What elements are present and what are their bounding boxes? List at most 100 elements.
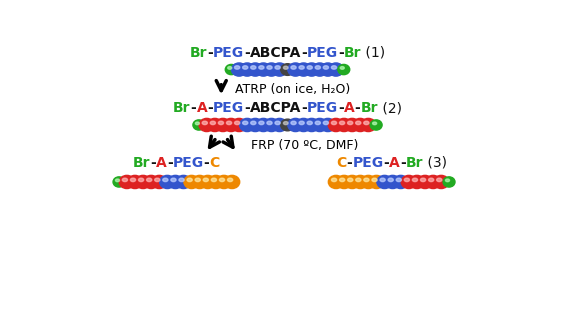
Ellipse shape	[296, 118, 311, 131]
Text: -: -	[150, 156, 156, 170]
Ellipse shape	[425, 175, 441, 188]
Ellipse shape	[240, 118, 255, 131]
Text: PEG: PEG	[352, 156, 383, 170]
Ellipse shape	[353, 175, 368, 188]
Ellipse shape	[211, 178, 217, 182]
Ellipse shape	[195, 122, 199, 125]
Ellipse shape	[168, 175, 183, 188]
Ellipse shape	[119, 175, 135, 188]
Ellipse shape	[312, 118, 328, 131]
Ellipse shape	[323, 66, 329, 69]
Text: -: -	[191, 101, 196, 115]
Ellipse shape	[240, 63, 255, 76]
Ellipse shape	[356, 121, 361, 125]
Ellipse shape	[251, 121, 256, 125]
Ellipse shape	[337, 175, 352, 188]
Text: ABCPA: ABCPA	[250, 46, 301, 60]
Ellipse shape	[184, 175, 199, 188]
Text: A: A	[156, 156, 167, 170]
Ellipse shape	[247, 63, 263, 76]
Text: -: -	[383, 156, 389, 170]
Ellipse shape	[369, 175, 384, 188]
Ellipse shape	[223, 118, 238, 131]
Ellipse shape	[203, 178, 209, 182]
Ellipse shape	[275, 121, 280, 125]
Text: -: -	[244, 101, 250, 115]
Text: PEG: PEG	[173, 156, 204, 170]
Ellipse shape	[396, 178, 402, 182]
Ellipse shape	[364, 178, 369, 182]
Text: ABCPA: ABCPA	[250, 101, 301, 115]
Text: -: -	[167, 156, 173, 170]
Ellipse shape	[218, 121, 224, 125]
Text: Br: Br	[344, 46, 361, 60]
Ellipse shape	[291, 66, 296, 69]
Ellipse shape	[304, 118, 319, 131]
Ellipse shape	[256, 63, 271, 76]
Ellipse shape	[377, 175, 392, 188]
Ellipse shape	[217, 175, 232, 188]
Text: Br: Br	[173, 101, 191, 115]
Ellipse shape	[299, 121, 304, 125]
Ellipse shape	[144, 175, 159, 188]
Ellipse shape	[200, 175, 215, 188]
Ellipse shape	[417, 175, 433, 188]
Text: Br: Br	[133, 156, 150, 170]
Ellipse shape	[429, 178, 434, 182]
Ellipse shape	[280, 119, 295, 131]
Ellipse shape	[226, 64, 237, 75]
Ellipse shape	[176, 175, 191, 188]
Ellipse shape	[232, 118, 247, 131]
Text: ATRP (on ice, H₂O): ATRP (on ice, H₂O)	[235, 83, 351, 96]
Ellipse shape	[348, 178, 353, 182]
Ellipse shape	[320, 118, 335, 131]
Ellipse shape	[207, 118, 223, 131]
Ellipse shape	[195, 178, 200, 182]
Ellipse shape	[370, 120, 382, 130]
Ellipse shape	[247, 118, 263, 131]
Ellipse shape	[288, 63, 303, 76]
Text: Br: Br	[190, 46, 207, 60]
Text: C: C	[209, 156, 220, 170]
Ellipse shape	[259, 121, 264, 125]
Ellipse shape	[227, 121, 232, 125]
Ellipse shape	[210, 121, 215, 125]
Ellipse shape	[307, 66, 312, 69]
Text: (3): (3)	[423, 156, 447, 170]
Text: -: -	[204, 156, 209, 170]
Ellipse shape	[332, 178, 337, 182]
Ellipse shape	[420, 178, 426, 182]
Ellipse shape	[409, 175, 425, 188]
Ellipse shape	[113, 177, 125, 187]
Ellipse shape	[288, 118, 303, 131]
Ellipse shape	[251, 66, 256, 69]
Ellipse shape	[356, 178, 361, 182]
Ellipse shape	[127, 175, 142, 188]
Ellipse shape	[436, 178, 442, 182]
Ellipse shape	[264, 118, 279, 131]
Ellipse shape	[234, 121, 240, 125]
Ellipse shape	[202, 121, 208, 125]
Text: -: -	[207, 46, 213, 60]
Text: (1): (1)	[361, 46, 385, 60]
Ellipse shape	[146, 178, 152, 182]
Ellipse shape	[275, 66, 280, 69]
Ellipse shape	[163, 178, 168, 182]
Ellipse shape	[291, 121, 296, 125]
Ellipse shape	[412, 178, 417, 182]
Ellipse shape	[259, 66, 264, 69]
Text: -: -	[355, 101, 360, 115]
Text: PEG: PEG	[213, 46, 244, 60]
Text: -: -	[244, 46, 250, 60]
Text: -: -	[347, 156, 352, 170]
Ellipse shape	[340, 67, 344, 69]
Ellipse shape	[380, 178, 385, 182]
Ellipse shape	[434, 175, 449, 188]
Ellipse shape	[215, 118, 231, 131]
Text: -: -	[338, 46, 344, 60]
Ellipse shape	[299, 66, 304, 69]
Text: PEG: PEG	[307, 46, 338, 60]
Ellipse shape	[312, 63, 328, 76]
Ellipse shape	[208, 175, 223, 188]
Ellipse shape	[155, 178, 160, 182]
